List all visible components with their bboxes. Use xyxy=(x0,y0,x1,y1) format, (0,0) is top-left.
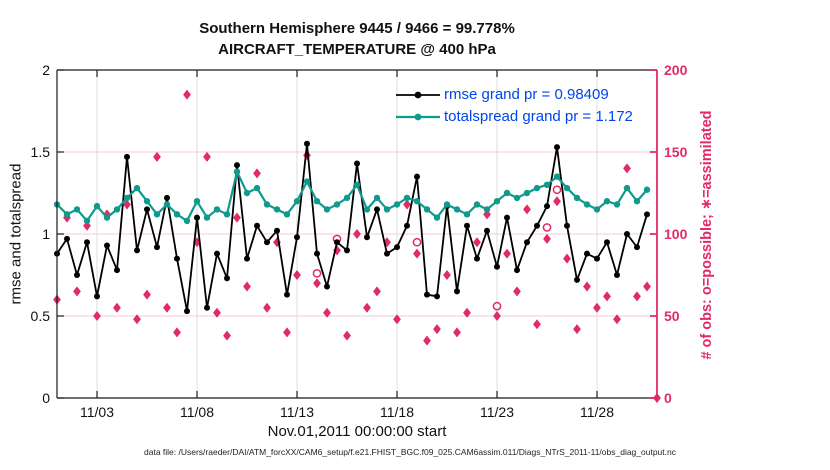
obs-assimilated-markers xyxy=(53,89,661,403)
legend: rmse grand pr = 0.98409 totalspread gran… xyxy=(396,84,633,128)
chart-title-line1: Southern Hemisphere 9445 / 9466 = 99.778… xyxy=(199,20,515,37)
axis-ticks xyxy=(57,69,657,399)
x-axis-label: Nov.01,2011 00:00:00 start xyxy=(267,423,447,440)
left-tick-label: 1 xyxy=(42,226,50,242)
left-tick-label: 0.5 xyxy=(30,308,50,324)
right-tick-label: 0 xyxy=(664,390,672,406)
left-tick-label: 2 xyxy=(42,62,50,78)
totalspread-series xyxy=(53,168,651,225)
legend-label-totalspread: totalspread grand pr = 1.172 xyxy=(444,108,633,125)
x-tick-label: 11/18 xyxy=(380,404,414,420)
x-tick-label: 11/28 xyxy=(580,404,614,420)
x-tick-label: 11/23 xyxy=(480,404,514,420)
right-tick-label: 200 xyxy=(664,62,688,78)
rmse-legend-marker-icon xyxy=(396,91,440,99)
legend-label-rmse: rmse grand pr = 0.98409 xyxy=(444,86,609,103)
data-file-note: data file: /Users/raeder/DAI/ATM_forcXX/… xyxy=(144,447,676,457)
x-tick-label: 11/13 xyxy=(280,404,314,420)
right-tick-label: 150 xyxy=(664,144,688,160)
chart-title-line2: AIRCRAFT_TEMPERATURE @ 400 hPa xyxy=(218,41,496,58)
legend-entry-totalspread: totalspread grand pr = 1.172 xyxy=(396,106,633,128)
right-tick-label: 100 xyxy=(664,226,688,242)
x-tick-label: 11/08 xyxy=(180,404,214,420)
totalspread-legend-marker-icon xyxy=(396,113,440,121)
left-tick-label: 1.5 xyxy=(30,144,50,160)
legend-entry-rmse: rmse grand pr = 0.98409 xyxy=(396,84,633,106)
x-tick-label: 11/03 xyxy=(80,404,114,420)
left-tick-label: 0 xyxy=(42,390,50,406)
rmse-series xyxy=(54,140,650,315)
right-tick-label: 50 xyxy=(664,308,680,324)
axis-box xyxy=(56,69,658,399)
